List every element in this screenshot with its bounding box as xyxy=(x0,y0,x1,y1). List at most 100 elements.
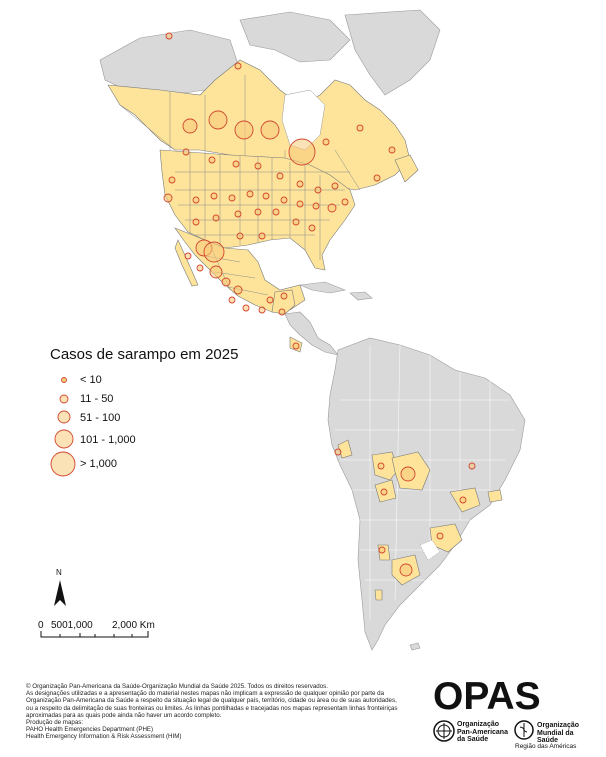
case-circle xyxy=(163,193,173,203)
case-circle xyxy=(266,296,274,304)
who-name-line: Organização xyxy=(537,722,580,729)
case-circle xyxy=(296,200,304,208)
case-circle xyxy=(228,296,236,304)
case-circle xyxy=(208,110,228,130)
scale-ruler xyxy=(40,631,149,638)
case-circle xyxy=(378,546,386,554)
case-circle xyxy=(280,196,288,204)
case-circle xyxy=(212,214,220,222)
case-circle xyxy=(246,190,254,198)
case-circle xyxy=(221,277,231,287)
legend-item: < 10 xyxy=(50,372,240,396)
case-circles xyxy=(163,32,476,577)
case-circle xyxy=(276,172,284,180)
case-circle xyxy=(296,180,304,188)
case-circle xyxy=(260,120,280,140)
who-name-line: Mundial da Saúde xyxy=(537,729,574,745)
footer-line: aproximadas para as quais pode ainda não… xyxy=(26,711,222,719)
case-circle xyxy=(377,462,385,470)
bolivia-area xyxy=(371,451,399,481)
legend-item: 51 - 100 xyxy=(50,408,240,432)
case-circle xyxy=(184,252,192,260)
case-circle xyxy=(232,160,240,168)
paho-name-line: Organização xyxy=(457,721,500,728)
legend-circle-icon xyxy=(59,394,69,404)
legend-label: 11 - 50 xyxy=(80,393,114,405)
case-circle xyxy=(165,32,173,40)
case-circle xyxy=(234,120,254,140)
case-circle xyxy=(400,466,416,482)
case-circle xyxy=(292,218,300,226)
legend-item: > 1,000 xyxy=(50,450,240,477)
case-circle xyxy=(308,224,316,232)
case-circle xyxy=(280,292,288,300)
americas-map xyxy=(99,9,526,651)
legend: Casos de sarampo em 2025 < 10 11 - 50 51… xyxy=(50,346,250,477)
footer-line: Organização Pan-Americana da Saúde a res… xyxy=(26,697,397,705)
paho-name: Organização Pan-Americana da Saúde xyxy=(457,721,508,744)
case-circle xyxy=(209,265,223,279)
footer-line: Produção de mapas: xyxy=(26,719,84,727)
legend-title: Casos de sarampo em 2025 xyxy=(50,346,239,363)
legend-label: 101 - 1,000 xyxy=(80,434,136,446)
case-circle xyxy=(327,203,337,213)
case-circle xyxy=(314,186,322,194)
legend-circle-icon xyxy=(54,429,74,449)
region-text: Região das Américas xyxy=(515,743,577,750)
case-circle xyxy=(459,496,467,504)
case-circle xyxy=(331,182,339,190)
case-circle xyxy=(334,448,342,456)
case-circle xyxy=(312,202,320,210)
case-circle xyxy=(272,208,280,216)
scale-tick-end: 2,000 Km xyxy=(112,620,155,631)
case-circle xyxy=(182,148,190,156)
who-emblem-icon xyxy=(514,720,534,740)
disclaimer: © Organização Pan-Americana da Saúde-Org… xyxy=(26,683,416,741)
case-circle xyxy=(192,196,200,204)
belize-guatemala xyxy=(271,289,296,315)
case-circle xyxy=(399,563,413,577)
paho-name-line: da Saúde xyxy=(457,736,489,743)
case-circle xyxy=(254,162,262,170)
paho-name-line: Pan-Americana xyxy=(457,728,508,736)
legend-circle-icon xyxy=(57,410,71,424)
legend-circle-icon xyxy=(50,451,76,477)
legend-label: > 1,000 xyxy=(80,458,118,470)
paho-emblem-icon xyxy=(433,720,455,742)
case-circle xyxy=(436,532,444,540)
legend-label: < 10 xyxy=(80,374,102,386)
legend-circle-icon xyxy=(61,377,67,383)
north-letter: N xyxy=(56,568,62,577)
south-america-landmass xyxy=(327,337,526,651)
case-circle xyxy=(258,232,266,240)
who-name: Organização Mundial da Saúde xyxy=(537,722,593,745)
north-arrow-icon xyxy=(54,580,66,606)
case-circle xyxy=(242,304,250,312)
case-circle xyxy=(236,232,244,240)
case-circle xyxy=(192,218,200,226)
case-circle xyxy=(196,264,204,272)
opas-wordmark: OPAS xyxy=(433,675,541,718)
case-circle xyxy=(373,174,381,182)
case-circle xyxy=(278,308,286,316)
greenland xyxy=(344,9,441,96)
footer-line: PAHO Health Emergencies Department (PHE) xyxy=(26,726,154,734)
case-circle xyxy=(234,210,242,218)
case-circle xyxy=(254,208,262,216)
case-circle xyxy=(208,156,216,164)
legend-item: 101 - 1,000 xyxy=(50,428,240,452)
case-circle xyxy=(388,146,396,154)
footer-line: ou a respeito da delimitação de suas fro… xyxy=(26,704,398,712)
opas-logo: OPAS Organização Pan-Americana da Saúde … xyxy=(433,675,593,753)
south-america xyxy=(327,337,526,651)
case-circle xyxy=(288,138,316,166)
case-circle xyxy=(262,192,270,200)
scale-tick-0: 0 xyxy=(38,620,44,631)
case-circle xyxy=(341,198,349,206)
case-circle xyxy=(234,62,242,70)
case-circle xyxy=(182,118,198,134)
case-circle xyxy=(322,138,330,146)
case-circle xyxy=(258,306,266,314)
footer-line: As designações utilizadas e a apresentaç… xyxy=(26,690,385,698)
case-circle xyxy=(380,488,388,496)
